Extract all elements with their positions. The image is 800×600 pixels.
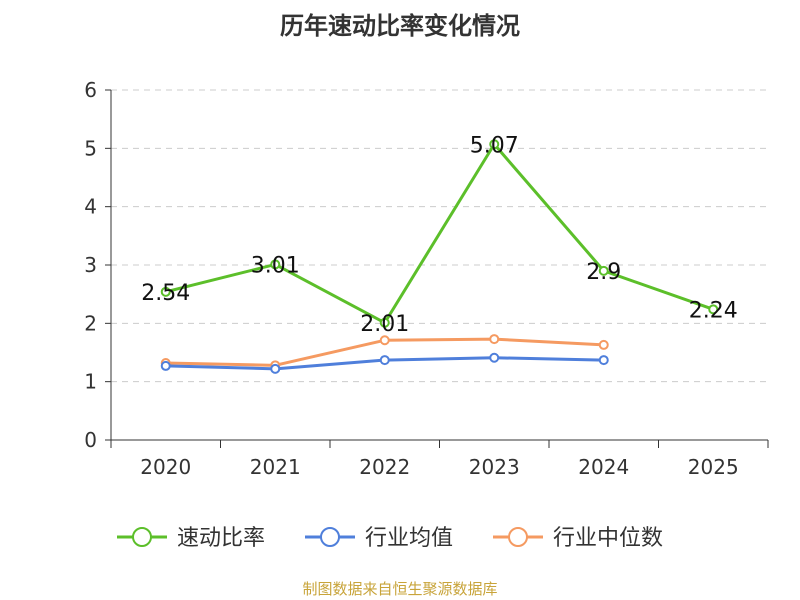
data-point <box>598 339 609 350</box>
data-point <box>379 317 390 328</box>
data-point <box>160 286 171 297</box>
y-tick-label: 4 <box>84 195 97 219</box>
data-point <box>270 259 281 270</box>
data-point <box>598 265 609 276</box>
data-point <box>160 360 171 371</box>
data-label: 2.24 <box>689 298 738 323</box>
data-point <box>379 355 390 366</box>
series-line <box>165 142 714 325</box>
legend-label: 速动比率 <box>177 526 265 551</box>
x-tick-label: 2022 <box>359 455 410 479</box>
y-tick-label: 1 <box>84 370 97 394</box>
y-tick-label: 3 <box>84 253 97 277</box>
x-tick-label: 2023 <box>469 455 520 479</box>
data-label: 5.07 <box>470 133 519 158</box>
data-label: 2.01 <box>360 312 409 337</box>
x-tick-label: 2025 <box>688 455 739 479</box>
y-tick-label: 6 <box>84 78 97 102</box>
data-point <box>489 352 500 363</box>
legend-marker <box>132 527 152 547</box>
x-tick-label: 2024 <box>578 455 629 479</box>
x-tick-label: 2020 <box>140 455 191 479</box>
data-point <box>379 335 390 346</box>
data-point <box>270 363 281 374</box>
data-point <box>489 334 500 345</box>
data-label: 2.54 <box>141 281 190 306</box>
legend-label: 行业中位数 <box>553 526 663 551</box>
data-label: 3.01 <box>251 253 300 278</box>
legend-label: 行业均值 <box>365 526 453 551</box>
data-point <box>598 355 609 366</box>
x-tick-label: 2021 <box>250 455 301 479</box>
data-point <box>708 304 719 315</box>
data-source-note: 制图数据来自恒生聚源数据库 <box>302 580 498 598</box>
chart-title: 历年速动比率变化情况 <box>280 12 520 40</box>
legend-marker <box>508 527 528 547</box>
y-tick-label: 5 <box>84 136 97 160</box>
y-tick-label: 0 <box>84 428 97 452</box>
data-label: 2.9 <box>586 260 621 285</box>
legend-marker <box>320 527 340 547</box>
data-point <box>489 139 500 150</box>
y-tick-label: 2 <box>84 311 97 335</box>
